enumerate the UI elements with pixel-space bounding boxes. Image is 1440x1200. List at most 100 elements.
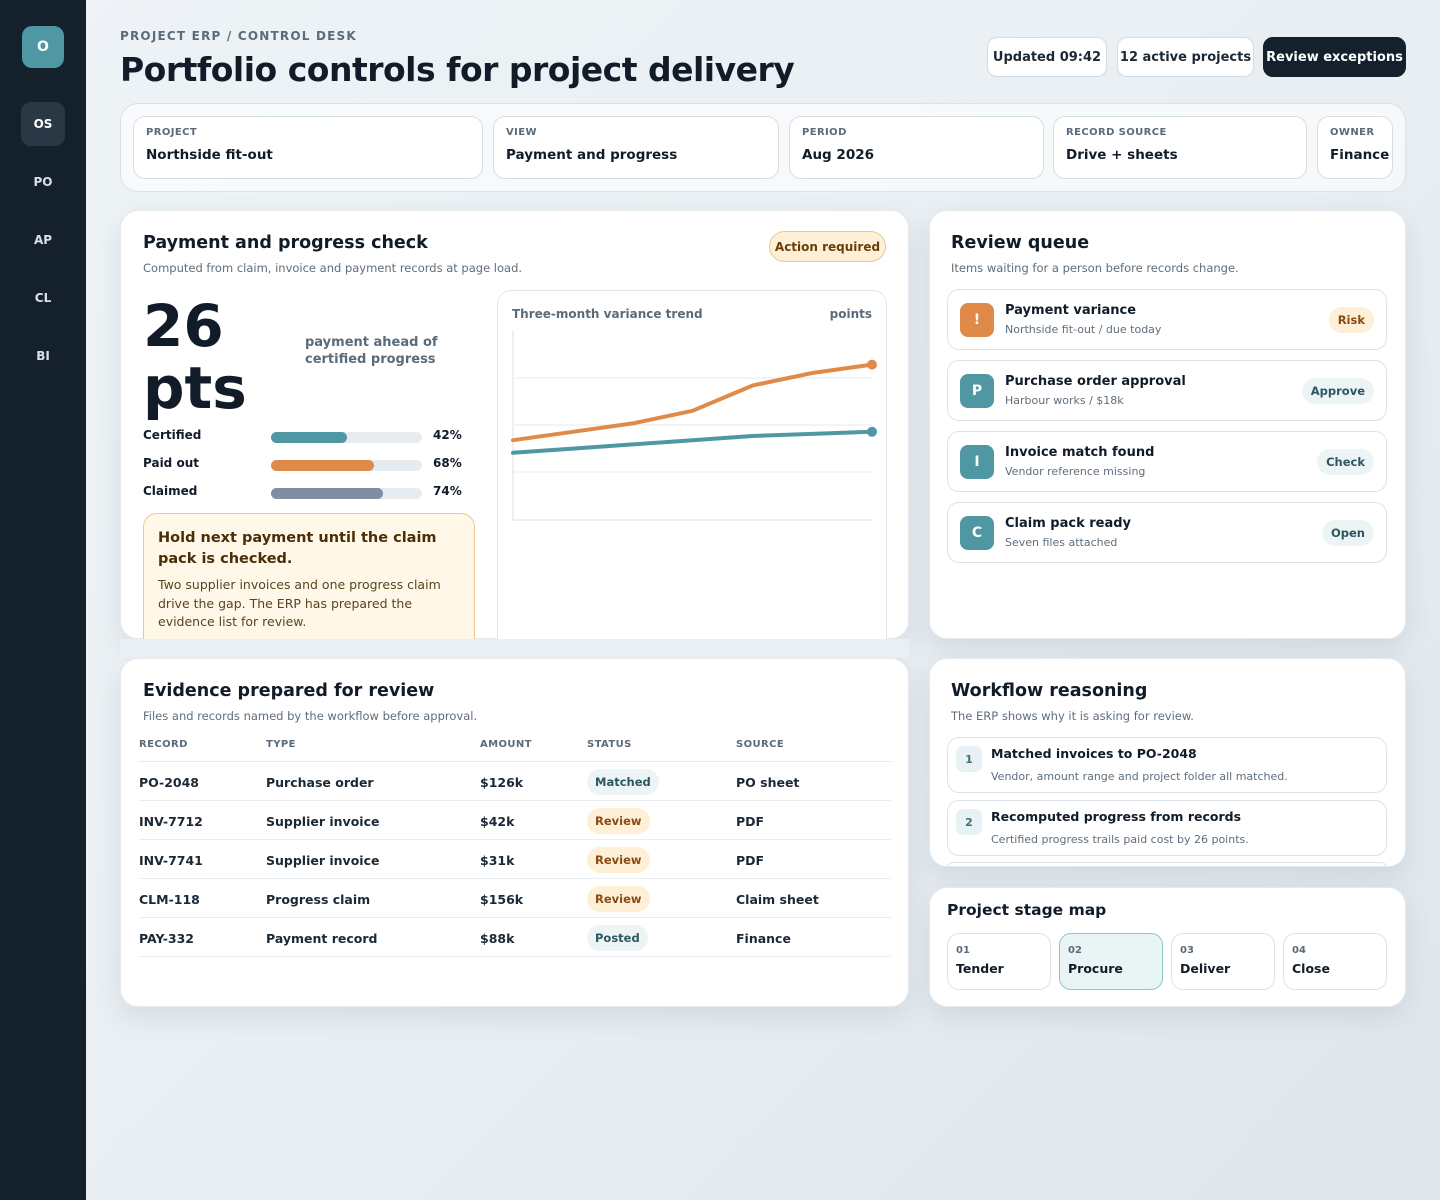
cell-source: Finance [736,931,791,946]
column-header-amount: AMOUNT [480,739,532,750]
table-row[interactable]: PO-2048 Purchase order $126k Matched PO … [139,762,891,801]
stage-tender[interactable]: 01 Tender [947,933,1051,990]
bar-fill [271,460,375,471]
card-subtitle: Computed from claim, invoice and payment… [143,261,523,275]
sidebar-item-ap[interactable]: AP [33,233,53,247]
step-detail: Vendor, amount range and project folder … [991,770,1288,783]
sidebar-item-os[interactable]: OS [21,102,65,146]
progress-bar-certified: Certified 42% [143,427,463,445]
table-row[interactable]: INV-7741 Supplier invoice $31k Review PD… [139,840,891,879]
filter-period[interactable]: PERIOD Aug 2026 [789,116,1044,179]
stage-procure[interactable]: 02 Procure [1059,933,1163,990]
bar-track [271,460,422,471]
alert-body: Two supplier invoices and one progress c… [158,577,441,629]
status-badge: Matched [587,769,659,795]
cell-type: Progress claim [266,892,371,907]
card-title: Review queue [951,233,1090,253]
variance-metric-caption: payment ahead of certified progress [305,335,438,367]
card-subtitle: The ERP shows why it is asking for revie… [951,709,1194,723]
filter-value: Drive + sheets [1066,147,1178,163]
bar-value: 68% [433,456,462,470]
queue-item-subtitle: Northside fit-out / due today [1005,323,1162,336]
step-title: Matched invoices to PO-2048 [991,746,1197,761]
column-header-record: RECORD [139,739,188,750]
chart-title: Three-month variance trend [512,307,703,321]
cell-source: Claim sheet [736,892,819,907]
workflow-step: 1 Matched invoices to PO-2048 Vendor, am… [947,737,1387,793]
stage-number: 02 [1068,945,1082,956]
step-detail: Certified progress trails paid cost by 2… [991,833,1249,846]
step-number: 2 [956,809,982,835]
active-projects-chip[interactable]: 12 active projects [1117,37,1254,77]
queue-item-title: Invoice match found [1005,445,1155,460]
bar-label: Claimed [143,484,198,498]
stage-name: Deliver [1180,961,1231,976]
approve-button[interactable]: Approve [1301,378,1374,404]
variance-metric-value: 26 [143,292,224,360]
sidebar-item-po[interactable]: PO [33,175,53,189]
chart-series-endpoint-1 [867,426,877,437]
purchase-order-icon: P [960,374,994,408]
page-title: Portfolio controls for project delivery [120,50,795,89]
cell-type: Supplier invoice [266,814,380,829]
sidebar-item-bi[interactable]: BI [36,349,50,363]
table-row[interactable]: INV-7712 Supplier invoice $42k Review PD… [139,801,891,840]
filter-project[interactable]: PROJECT Northside fit-out [133,116,483,179]
filter-view[interactable]: VIEW Payment and progress [493,116,779,179]
bar-track [271,432,422,443]
stage-name: Procure [1068,961,1123,976]
card-title: Evidence prepared for review [143,681,435,701]
queue-item-payment-variance[interactable]: ! Payment variance Northside fit-out / d… [947,289,1387,350]
filter-record-source[interactable]: RECORD SOURCE Drive + sheets [1053,116,1307,179]
card-title: Payment and progress check [143,233,428,253]
step-number: 1 [956,746,982,772]
stage-deliver[interactable]: 03 Deliver [1171,933,1275,990]
filter-value: Payment and progress [506,147,678,163]
review-exceptions-button[interactable]: Review exceptions [1263,37,1406,77]
queue-item-subtitle: Seven files attached [1005,536,1118,549]
chart-series-line-1 [511,429,874,455]
column-header-source: SOURCE [736,739,785,750]
bar-track [271,488,422,499]
queue-item-title: Purchase order approval [1005,374,1186,389]
status-badge: Review [587,847,650,873]
progress-bar-claimed: Claimed 74% [143,483,463,501]
cell-type: Purchase order [266,775,374,790]
queue-item-claim-pack[interactable]: C Claim pack ready Seven files attached … [947,502,1387,563]
filter-owner[interactable]: OWNER Finance [1317,116,1393,179]
bar-value: 42% [433,428,462,442]
queue-item-invoice-match[interactable]: I Invoice match found Vendor reference m… [947,431,1387,492]
risk-badge[interactable]: Risk [1328,307,1374,333]
filter-value: Northside fit-out [146,147,273,163]
card-title: Project stage map [947,901,1107,919]
sidebar-item-cl[interactable]: CL [34,291,52,305]
invoice-icon: I [960,445,994,479]
stage-name: Close [1292,961,1330,976]
queue-item-title: Payment variance [1005,303,1137,318]
review-queue-card [929,210,1406,639]
cell-record: INV-7712 [139,814,203,829]
filter-label: PROJECT [146,127,198,138]
stage-name: Tender [956,961,1004,976]
bar-value: 74% [433,484,462,498]
table-row[interactable]: CLM-118 Progress claim $156k Review Clai… [139,879,891,918]
open-button[interactable]: Open [1322,520,1374,546]
workflow-step: 2 Recomputed progress from records Certi… [947,800,1387,856]
filter-label: VIEW [506,127,537,138]
table-row[interactable]: PAY-332 Payment record $88k Posted Finan… [139,918,891,957]
cell-record: PO-2048 [139,775,199,790]
bar-label: Paid out [143,456,199,470]
hold-payment-alert: Hold next payment until the claim pack i… [143,513,475,663]
filter-label: RECORD SOURCE [1066,127,1167,138]
check-button[interactable]: Check [1317,449,1374,475]
cell-record: CLM-118 [139,892,200,907]
stage-number: 04 [1292,945,1306,956]
app-logo[interactable]: O [22,26,64,68]
chart-series-line-0 [511,362,874,443]
stage-number: 01 [956,945,970,956]
stage-close[interactable]: 04 Close [1283,933,1387,990]
cell-amount: $156k [480,892,524,907]
queue-item-po-approval[interactable]: P Purchase order approval Harbour works … [947,360,1387,421]
bar-fill [271,488,384,499]
variance-trend-chart: Three-month variance trend points [497,290,887,660]
